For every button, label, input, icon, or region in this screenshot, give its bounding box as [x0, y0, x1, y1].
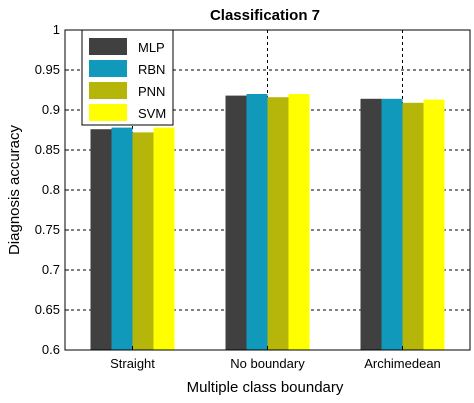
legend-label: PNN [138, 84, 165, 99]
bar-mlp [90, 129, 112, 350]
bar-svm [288, 94, 310, 350]
legend: MLP RBN PNN SVM [81, 29, 174, 126]
bar-pnn [402, 102, 424, 350]
x-tick-label: No boundary [230, 356, 305, 371]
legend-label: SVM [138, 106, 166, 121]
x-tick-label: Archimedean [364, 356, 441, 371]
bars-layer [90, 94, 445, 350]
y-tick-label: 1 [53, 22, 60, 37]
x-tick-label: Straight [110, 356, 155, 371]
bar-mlp [225, 95, 247, 350]
y-tick-label: 0.85 [35, 142, 60, 157]
bar-svm [153, 127, 175, 350]
legend-swatch-mlp [89, 38, 127, 55]
legend-swatch-rbn [89, 60, 127, 77]
bar-rbn [381, 98, 403, 350]
y-tick-label: 0.6 [42, 342, 60, 357]
bar-mlp [360, 98, 382, 350]
legend-swatch-pnn [89, 82, 127, 99]
y-tick-label: 0.8 [42, 182, 60, 197]
bar-rbn [111, 127, 133, 350]
y-tick-label: 0.65 [35, 302, 60, 317]
y-tick-label: 0.95 [35, 62, 60, 77]
y-tick-label: 0.7 [42, 262, 60, 277]
x-axis-label: Multiple class boundary [187, 379, 344, 396]
bar-pnn [132, 132, 154, 350]
x-ticks: Straight No boundary Archimedean [110, 346, 441, 371]
y-axis-label: Diagnosis accuracy [6, 124, 23, 255]
legend-label: RBN [138, 62, 165, 77]
y-ticks: 0.6 0.65 0.7 0.75 0.8 0.85 0.9 0.95 1 [35, 22, 69, 357]
bar-pnn [267, 97, 289, 350]
bar-svm [423, 99, 445, 350]
legend-label: MLP [138, 40, 165, 55]
y-tick-label: 0.9 [42, 102, 60, 117]
legend-swatch-svm [89, 104, 127, 121]
bar-rbn [246, 94, 268, 350]
chart-title: Classification 7 [210, 7, 320, 24]
y-tick-label: 0.75 [35, 222, 60, 237]
